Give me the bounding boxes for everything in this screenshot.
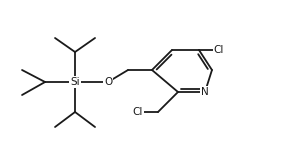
- Text: O: O: [104, 77, 112, 87]
- Text: N: N: [201, 87, 209, 97]
- Text: Si: Si: [70, 77, 80, 87]
- Text: Cl: Cl: [133, 107, 143, 117]
- Text: Cl: Cl: [214, 45, 224, 55]
